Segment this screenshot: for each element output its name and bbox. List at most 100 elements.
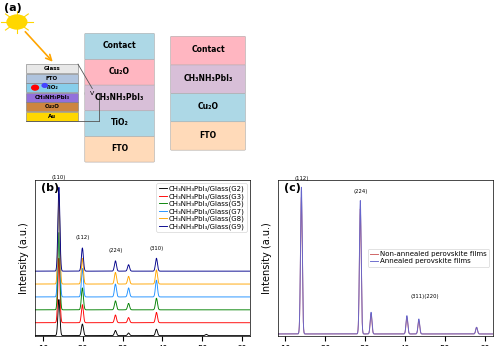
CH₃NH₃PbI₃/Glass(G5) <box>220 308 226 312</box>
CH₃NH₃PbI₃/Glass(G9) <box>56 185 62 189</box>
CH₃NH₃PbI₃/Glass(G2) <box>124 333 130 337</box>
Non-annealed perovskite films <box>486 332 492 336</box>
Text: Cu₂O: Cu₂O <box>109 67 130 76</box>
CH₃NH₃PbI₃/Glass(G3) <box>247 321 253 325</box>
Text: TiO₂: TiO₂ <box>46 85 59 90</box>
Text: (310): (310) <box>150 246 164 251</box>
Line: Annealed perovskite films: Annealed perovskite films <box>278 187 492 334</box>
Text: FTO: FTO <box>111 144 128 153</box>
Non-annealed perovskite films <box>366 329 372 333</box>
Text: FTO: FTO <box>200 131 216 140</box>
Non-annealed perovskite films <box>312 332 318 336</box>
Text: (112): (112) <box>294 175 308 181</box>
CH₃NH₃PbI₃/Glass(G9) <box>114 268 120 272</box>
CH₃NH₃PbI₃/Glass(G9) <box>70 269 75 273</box>
FancyBboxPatch shape <box>26 102 78 111</box>
CH₃NH₃PbI₃/Glass(G8) <box>32 282 38 286</box>
FancyBboxPatch shape <box>85 59 154 85</box>
CH₃NH₃PbI₃/Glass(G3) <box>56 256 62 260</box>
FancyBboxPatch shape <box>26 83 78 92</box>
Text: Contact: Contact <box>191 45 225 54</box>
Annealed perovskite films <box>490 332 496 336</box>
CH₃NH₃PbI₃/Glass(G5) <box>247 308 253 312</box>
CH₃NH₃PbI₃/Glass(G9) <box>32 269 38 273</box>
Non-annealed perovskite films <box>490 332 496 336</box>
CH₃NH₃PbI₃/Glass(G3) <box>220 321 226 325</box>
FancyBboxPatch shape <box>26 64 78 73</box>
FancyBboxPatch shape <box>26 74 78 83</box>
Text: Contact: Contact <box>103 41 136 51</box>
Text: (b): (b) <box>42 183 60 193</box>
Line: CH₃NH₃PbI₃/Glass(G5): CH₃NH₃PbI₃/Glass(G5) <box>35 233 250 310</box>
Y-axis label: Intensity (a.u.): Intensity (a.u.) <box>20 222 30 294</box>
Text: Cu₂O: Cu₂O <box>198 102 218 111</box>
CH₃NH₃PbI₃/Glass(G9) <box>247 269 253 273</box>
CH₃NH₃PbI₃/Glass(G2) <box>56 298 62 302</box>
Line: Non-annealed perovskite films: Non-annealed perovskite films <box>278 197 492 334</box>
Text: (c): (c) <box>284 183 301 193</box>
Non-annealed perovskite films <box>357 214 363 218</box>
CH₃NH₃PbI₃/Glass(G7) <box>220 295 226 299</box>
CH₃NH₃PbI₃/Glass(G7) <box>70 295 75 299</box>
Annealed perovskite films <box>357 206 363 210</box>
CH₃NH₃PbI₃/Glass(G9) <box>124 268 130 272</box>
CH₃NH₃PbI₃/Glass(G5) <box>243 308 249 312</box>
Text: FTO: FTO <box>46 76 58 81</box>
Text: (110): (110) <box>52 175 66 180</box>
Line: CH₃NH₃PbI₃/Glass(G2): CH₃NH₃PbI₃/Glass(G2) <box>35 300 250 336</box>
Text: CH₃NH₃PbI₃: CH₃NH₃PbI₃ <box>34 95 70 100</box>
FancyBboxPatch shape <box>85 136 154 162</box>
CH₃NH₃PbI₃/Glass(G8) <box>114 281 120 285</box>
CH₃NH₃PbI₃/Glass(G3) <box>243 321 249 325</box>
CH₃NH₃PbI₃/Glass(G2) <box>70 334 75 338</box>
CH₃NH₃PbI₃/Glass(G7) <box>124 293 130 297</box>
Text: CH₃NH₃PbI₃: CH₃NH₃PbI₃ <box>184 74 232 83</box>
Circle shape <box>42 84 48 87</box>
FancyBboxPatch shape <box>170 65 246 93</box>
Text: Glass: Glass <box>44 66 60 71</box>
FancyBboxPatch shape <box>26 93 78 102</box>
CH₃NH₃PbI₃/Glass(G5) <box>32 308 38 312</box>
Annealed perovskite films <box>312 332 318 336</box>
CH₃NH₃PbI₃/Glass(G5) <box>56 230 62 235</box>
Legend: CH₃NH₃PbI₃/Glass(G2), CH₃NH₃PbI₃/Glass(G3), CH₃NH₃PbI₃/Glass(G5), CH₃NH₃PbI₃/Gla: CH₃NH₃PbI₃/Glass(G2), CH₃NH₃PbI₃/Glass(G… <box>156 183 246 232</box>
Line: CH₃NH₃PbI₃/Glass(G9): CH₃NH₃PbI₃/Glass(G9) <box>35 187 250 271</box>
CH₃NH₃PbI₃/Glass(G8) <box>56 211 62 216</box>
CH₃NH₃PbI₃/Glass(G3) <box>32 321 38 325</box>
Text: TiO₂: TiO₂ <box>110 118 128 127</box>
Text: (a): (a) <box>4 3 21 13</box>
FancyBboxPatch shape <box>170 121 246 150</box>
FancyBboxPatch shape <box>85 85 154 111</box>
Non-annealed perovskite films <box>298 195 304 199</box>
FancyBboxPatch shape <box>85 110 154 136</box>
CH₃NH₃PbI₃/Glass(G2) <box>56 306 62 310</box>
CH₃NH₃PbI₃/Glass(G7) <box>243 295 249 299</box>
Text: (224): (224) <box>353 189 368 194</box>
Legend: Non-annealed perovskite films, Annealed perovskite films: Non-annealed perovskite films, Annealed … <box>368 249 489 266</box>
CH₃NH₃PbI₃/Glass(G5) <box>114 307 120 311</box>
CH₃NH₃PbI₃/Glass(G8) <box>247 282 253 286</box>
CH₃NH₃PbI₃/Glass(G7) <box>56 215 62 219</box>
CH₃NH₃PbI₃/Glass(G7) <box>247 295 253 299</box>
FancyBboxPatch shape <box>85 33 154 60</box>
CH₃NH₃PbI₃/Glass(G8) <box>243 282 249 286</box>
CH₃NH₃PbI₃/Glass(G8) <box>56 192 62 196</box>
Text: V: V <box>90 91 94 96</box>
Text: (112): (112) <box>75 235 90 240</box>
CH₃NH₃PbI₃/Glass(G2) <box>243 334 249 338</box>
Non-annealed perovskite films <box>299 233 305 237</box>
CH₃NH₃PbI₃/Glass(G8) <box>124 280 130 284</box>
Line: CH₃NH₃PbI₃/Glass(G8): CH₃NH₃PbI₃/Glass(G8) <box>35 194 250 284</box>
CH₃NH₃PbI₃/Glass(G7) <box>114 293 120 298</box>
CH₃NH₃PbI₃/Glass(G9) <box>220 269 226 273</box>
Annealed perovskite films <box>274 332 280 336</box>
Text: Au: Au <box>48 114 56 119</box>
Text: (311)(220): (311)(220) <box>411 294 440 299</box>
CH₃NH₃PbI₃/Glass(G8) <box>70 282 75 286</box>
Annealed perovskite films <box>298 185 304 189</box>
CH₃NH₃PbI₃/Glass(G3) <box>56 270 62 274</box>
Circle shape <box>32 85 38 90</box>
CH₃NH₃PbI₃/Glass(G5) <box>70 308 75 312</box>
Circle shape <box>7 15 27 29</box>
Text: (224): (224) <box>108 248 122 253</box>
